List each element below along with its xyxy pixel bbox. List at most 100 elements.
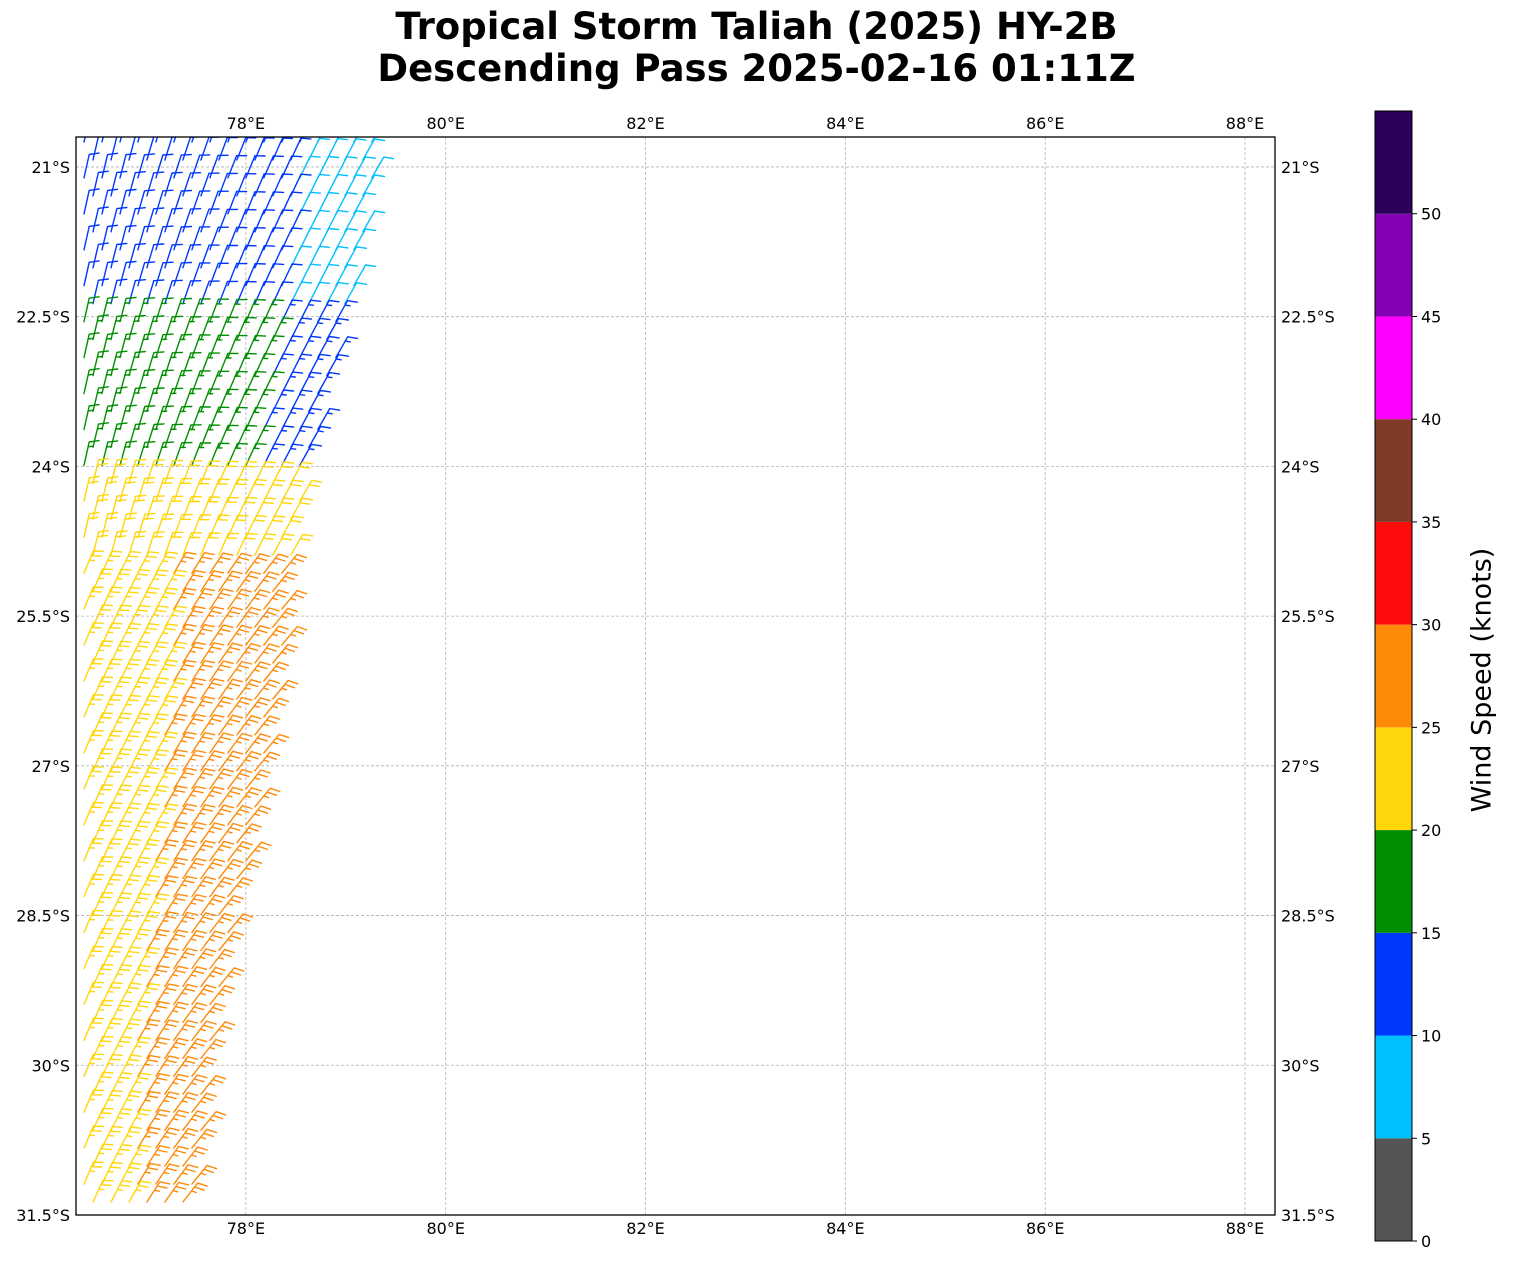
lat-tick-label: 25.5°S <box>1281 607 1335 626</box>
lon-tick-label: 86°E <box>1026 114 1064 133</box>
wind-barb <box>92 748 114 772</box>
wind-barb <box>155 803 179 826</box>
wind-barb <box>182 713 207 736</box>
wind-barb <box>164 1001 189 1024</box>
wind-barb <box>254 643 280 664</box>
wind-barb <box>92 1179 114 1203</box>
wind-barb <box>227 137 231 143</box>
lat-tick-label: 22.5°S <box>16 308 70 327</box>
lon-tick-label: 82°E <box>626 114 664 133</box>
wind-barb <box>164 423 184 449</box>
wind-barb <box>236 823 262 844</box>
wind-barb <box>218 678 243 700</box>
wind-barb <box>164 641 188 664</box>
wind-barb <box>110 314 128 341</box>
wind-barb <box>110 1144 133 1167</box>
wind-barb <box>146 495 165 520</box>
wind-barb <box>263 553 289 574</box>
wind-barb <box>119 622 142 646</box>
wind-barb <box>155 1055 180 1077</box>
title-line-1: Tropical Storm Taliah (2025) HY-2B <box>395 5 1118 48</box>
wind-barb <box>101 332 119 359</box>
wind-barb <box>155 695 179 718</box>
wind-barb <box>110 784 132 808</box>
wind-barb <box>101 137 104 143</box>
wind-barb <box>164 315 183 341</box>
lat-tick-label: 31.5°S <box>1281 1206 1335 1225</box>
wind-barb <box>92 1107 114 1131</box>
wind-barb <box>83 439 100 467</box>
wind-barb <box>191 1020 217 1041</box>
wind-barb <box>146 821 170 844</box>
wind-barb <box>92 927 114 952</box>
wind-barb <box>101 946 123 970</box>
wind-barb <box>335 336 359 359</box>
wind-barb <box>92 891 114 916</box>
wind-barb <box>164 1073 189 1095</box>
wind-barb <box>101 874 123 898</box>
wind-barb <box>182 1074 208 1095</box>
wind-barb <box>146 677 169 700</box>
wind-barb <box>200 606 225 628</box>
colorbar-tick-label: 35 <box>1421 513 1441 532</box>
wind-barb <box>101 982 123 1006</box>
wind-barb <box>254 571 280 592</box>
wind-barb <box>119 910 142 934</box>
wind-barb <box>200 388 221 413</box>
wind-barb <box>191 804 216 826</box>
wind-barb <box>101 550 123 574</box>
wind-barb <box>137 1090 161 1113</box>
wind-barb <box>209 552 234 574</box>
wind-barb <box>245 769 271 790</box>
wind-barb <box>128 243 146 269</box>
wind-barb <box>191 840 216 862</box>
wind-barb <box>110 1000 133 1024</box>
wind-barb <box>110 386 128 413</box>
wind-barb <box>182 894 207 916</box>
wind-barb <box>92 999 114 1024</box>
colorbar-tick-label: 5 <box>1421 1129 1431 1148</box>
wind-barb <box>182 424 202 449</box>
wind-barb <box>128 676 151 700</box>
wind-barb <box>182 749 207 772</box>
wind-barb <box>137 551 160 574</box>
colorbar-segment <box>1375 316 1412 420</box>
wind-barb <box>290 533 314 556</box>
wind-barb <box>173 441 193 467</box>
wind-barb <box>92 386 110 413</box>
wind-barb <box>155 731 179 754</box>
wind-barb <box>173 297 193 323</box>
wind-barb <box>164 713 188 736</box>
wind-barb <box>110 1108 133 1131</box>
wind-barb <box>182 460 202 485</box>
wind-barb <box>191 912 217 934</box>
wind-barb <box>119 874 142 898</box>
wind-barb <box>155 225 174 251</box>
wind-barb <box>218 172 239 197</box>
wind-barb <box>146 965 170 988</box>
colorbar-tick-label: 25 <box>1421 718 1441 737</box>
wind-barb <box>209 948 235 970</box>
wind-barb <box>110 242 128 269</box>
wind-barb <box>200 966 226 988</box>
wind-barb <box>119 440 137 467</box>
wind-barb <box>218 858 244 880</box>
wind-barb <box>92 568 114 592</box>
wind-barb <box>128 784 151 808</box>
wind-barb <box>227 660 253 682</box>
wind-barb <box>128 892 151 916</box>
colorbar-tick-label: 40 <box>1421 410 1441 429</box>
wind-barb <box>92 422 110 449</box>
wind-barb <box>173 333 193 359</box>
wind-barb <box>101 1089 124 1113</box>
wind-barb <box>200 316 220 341</box>
wind-barb <box>83 260 100 287</box>
wind-barb <box>137 441 156 467</box>
wind-barb <box>119 1018 142 1041</box>
wind-barb <box>146 1037 170 1059</box>
wind-barb <box>254 751 281 772</box>
wind-barb <box>308 425 332 449</box>
wind-barb <box>173 1056 199 1077</box>
wind-barb <box>245 661 271 682</box>
